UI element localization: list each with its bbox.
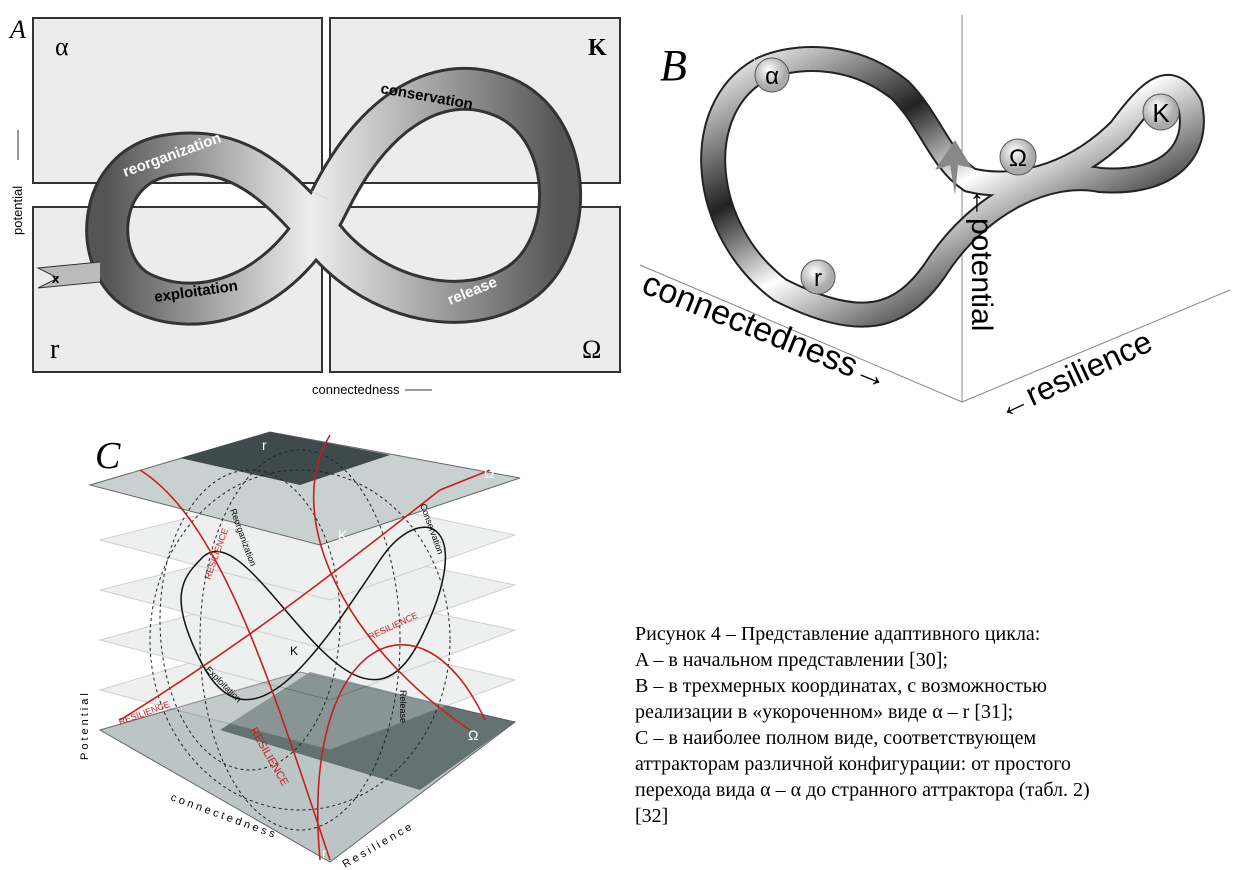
panel-c: C Ω r K Ω Ω r Reorganization Conservatio…	[79, 432, 520, 870]
caption-line: реализации в «укороченном» виде α – r [3…	[635, 701, 1013, 723]
axis-label: potential	[10, 186, 25, 235]
caption-line: перехода вида α – α до странного аттракт…	[635, 779, 1090, 801]
corner-label: r	[262, 437, 267, 453]
corner-label: Ω	[484, 465, 494, 481]
corner-label: r	[50, 334, 60, 365]
panel-label: C	[95, 435, 121, 477]
point-label: Ω	[1009, 145, 1027, 172]
axis-label: ←resilience	[991, 323, 1158, 426]
corner-label: r	[322, 845, 327, 861]
caption-line: A – в начальном представлении [30];	[635, 649, 948, 671]
corner-label: K	[588, 35, 607, 61]
axis-label: connectedness	[312, 382, 400, 397]
corner-label: Ω	[468, 727, 478, 743]
corner-label: K	[338, 527, 348, 543]
figure: A α K r Ω reorganization conservation ex…	[0, 0, 1234, 870]
phase-label: K	[290, 644, 298, 658]
panel-label: A	[8, 15, 26, 44]
panel-a: A α K r Ω reorganization conservation ex…	[8, 15, 620, 397]
axis-label: Potential	[79, 690, 91, 760]
panel-b: B α K Ω r connectedness→ ←potential ←res…	[637, 15, 1230, 426]
phase-label: x	[52, 271, 60, 286]
caption-line: С – в наиболее полном виде, соответствую…	[635, 727, 1036, 749]
axis-label: ←potential	[965, 188, 998, 331]
caption-line: [32]	[635, 805, 668, 827]
panel-label: B	[660, 41, 687, 90]
point-label: α	[765, 63, 779, 90]
caption-line: Рисунок 4 – Представление адаптивного ци…	[635, 623, 1040, 645]
ribbon	[713, 59, 1192, 315]
point-label: r	[814, 265, 822, 292]
caption: Рисунок 4 – Представление адаптивного ци…	[635, 623, 1090, 827]
caption-line: аттракторам различной конфигурации: от п…	[635, 753, 1071, 775]
corner-label: Ω	[118, 497, 128, 513]
phase-label: Release	[398, 690, 408, 723]
page: A α K r Ω reorganization conservation ex…	[0, 0, 1234, 870]
corner-label: Ω	[582, 335, 601, 364]
corner-label: α	[55, 32, 69, 61]
point-label: K	[1152, 98, 1170, 128]
caption-line: B – в трехмерных координатах, с возможно…	[635, 675, 1047, 697]
